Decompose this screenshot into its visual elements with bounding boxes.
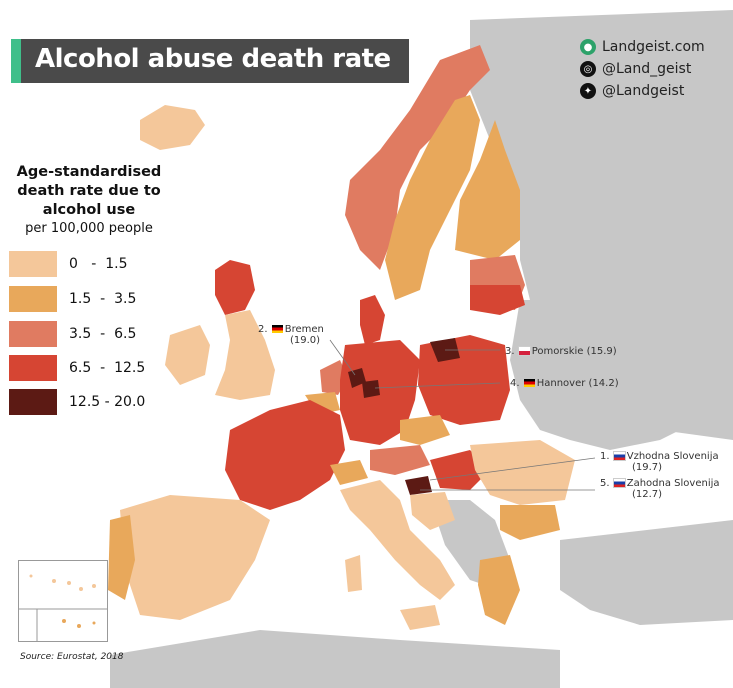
annotation-rank: 4. (510, 378, 520, 389)
legend-label: 6.5 - 12.5 (69, 360, 146, 376)
switzerland (330, 460, 368, 485)
legend-label: 3.5 - 6.5 (69, 326, 137, 342)
austria (370, 445, 430, 475)
brand-instagram-label: @Land_geist (602, 61, 692, 77)
turkey-region (560, 520, 733, 625)
inset-map (19, 574, 107, 641)
hannover (362, 380, 380, 398)
brand-website-label: Landgeist.com (602, 39, 705, 55)
annotation-hannover: 4. Hannover (14.2) (510, 378, 619, 389)
annotation-name: Pomorskie (531, 346, 584, 357)
annotation-rank: 3. (505, 346, 515, 357)
north-africa (110, 630, 560, 688)
annotation-name: Zahodna Slovenija (626, 478, 720, 489)
annotation-pomorskie: 3. Pomorskie (15.9) (505, 346, 617, 357)
title-banner: Alcohol abuse death rate (11, 39, 409, 83)
legend-swatch (9, 321, 57, 347)
legend-title: Age-standardised death rate due to alcoh… (16, 164, 162, 218)
legend-swatch (9, 355, 57, 381)
annotation-value: (19.7) (632, 462, 663, 473)
legend-label: 12.5 - 20.0 (69, 394, 146, 410)
legend-label: 0 - 1.5 (69, 256, 128, 272)
legend-subtitle: per 100,000 people (25, 221, 153, 236)
italy (340, 480, 455, 600)
belarus-ukraine-region (510, 300, 700, 450)
legend-swatch (9, 286, 57, 312)
legend: Age-standardised death rate due to alcoh… (14, 163, 164, 236)
legend-item: 12.5 - 20.0 (9, 389, 145, 415)
annotation-value: (12.7) (632, 489, 663, 500)
title-accent (11, 39, 21, 83)
romania (470, 440, 575, 505)
czechia (400, 415, 450, 445)
germany-flag-icon (523, 379, 535, 387)
annotation-value: (19.0) (290, 335, 321, 346)
annotation-rank: 2. (258, 324, 268, 335)
legend-label: 1.5 - 3.5 (69, 291, 137, 307)
annotation-value: (14.2) (588, 378, 619, 389)
leader-lines (329, 339, 596, 491)
legend-swatch (9, 251, 57, 277)
bremen (348, 368, 366, 388)
legend-item: 3.5 - 6.5 (9, 321, 136, 347)
map-title: Alcohol abuse death rate (35, 44, 391, 74)
source-note: Source: Eurostat, 2018 (20, 652, 124, 662)
annotation-name: Vzhodna Slovenija (626, 451, 719, 462)
england (215, 310, 275, 400)
legend-item: 6.5 - 12.5 (9, 355, 145, 381)
denmark (360, 295, 385, 345)
sardinia (345, 555, 362, 592)
leader-vzhodna (429, 457, 596, 481)
lithuania (470, 285, 525, 315)
annotation-rank: 1. (600, 451, 610, 462)
slovenia (405, 476, 432, 495)
norway (345, 45, 490, 270)
brand-twitter-label: @Landgeist (602, 83, 685, 99)
poland (418, 335, 510, 425)
france (225, 400, 345, 510)
ireland (165, 325, 210, 385)
belgium (305, 392, 340, 415)
legend-item: 1.5 - 3.5 (9, 286, 136, 312)
leader-bremen (329, 339, 356, 376)
germany (340, 340, 420, 445)
instagram-icon: ◎ (580, 61, 596, 77)
branding: ● Landgeist.com ◎ @Land_geist ✦ @Landgei… (580, 36, 730, 102)
globe-icon: ● (580, 39, 596, 55)
poland-flag-icon (517, 346, 531, 356)
legend-swatch (9, 389, 57, 415)
annotation-vzhodna: 1. Vzhodna Slovenija (19.7) (600, 451, 719, 473)
croatia (410, 492, 455, 530)
iceland (140, 105, 205, 150)
brand-twitter[interactable]: ✦ @Landgeist (580, 80, 730, 102)
spain (120, 495, 270, 620)
annotation-name: Hannover (536, 378, 586, 389)
canary-islands-inset (18, 560, 108, 642)
sicily (400, 605, 440, 630)
scotland (215, 260, 255, 315)
brand-website[interactable]: ● Landgeist.com (580, 36, 730, 58)
annotation-name: Bremen (284, 324, 324, 335)
portugal (108, 515, 135, 600)
twitter-icon: ✦ (580, 83, 596, 99)
bulgaria (500, 505, 560, 540)
slovenia-flag-icon (612, 451, 626, 461)
annotation-zahodna: 5. Zahodna Slovenija (12.7) (600, 478, 720, 500)
germany-flag-icon (271, 325, 283, 333)
annotation-bremen: 2. Bremen (19.0) (258, 324, 324, 346)
leader-hannover (374, 382, 501, 389)
finland (455, 120, 520, 260)
annotation-rank: 5. (600, 478, 610, 489)
sweden (385, 95, 480, 300)
annotation-value: (15.9) (586, 346, 617, 357)
legend-item: 0 - 1.5 (9, 251, 127, 277)
greece (478, 555, 520, 625)
brand-instagram[interactable]: ◎ @Land_geist (580, 58, 730, 80)
slovenia-flag-icon (612, 478, 626, 488)
